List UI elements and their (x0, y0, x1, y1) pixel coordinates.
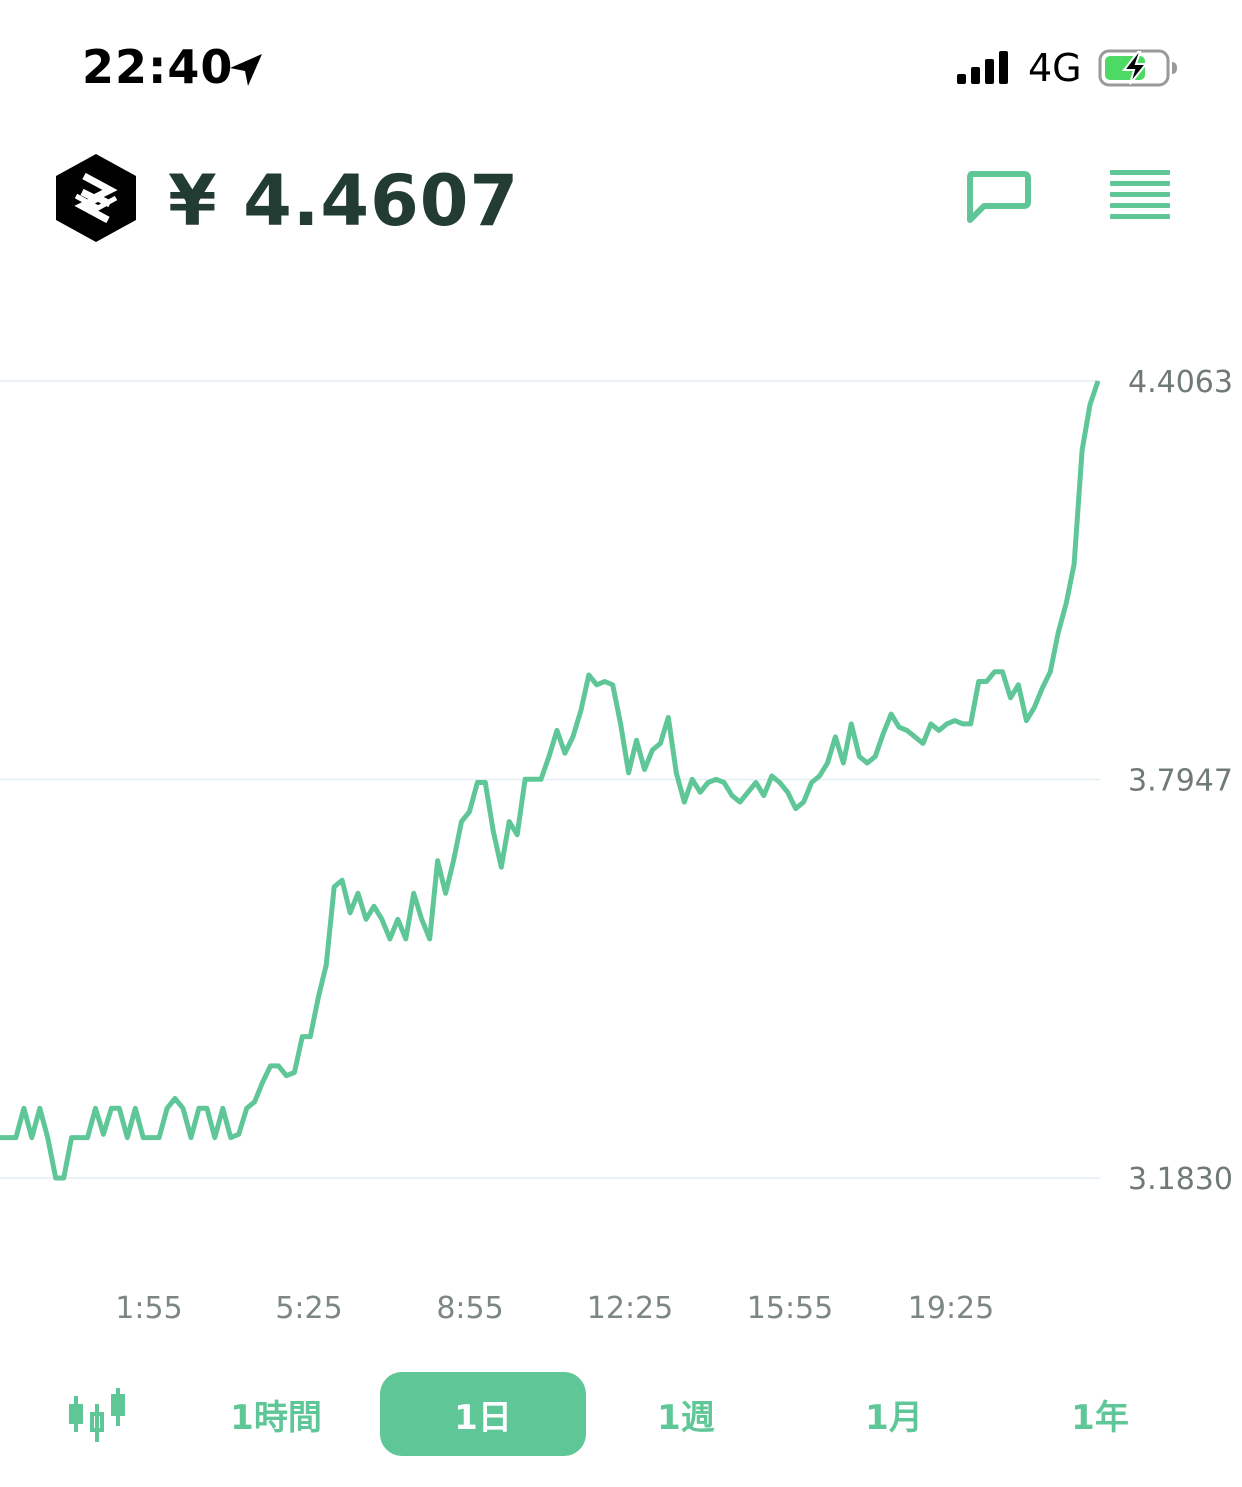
x-tick-label: 12:25 (587, 1291, 673, 1326)
range-option-0[interactable]: 1時間 (230, 1397, 322, 1438)
range-option-2[interactable]: 1週 (657, 1397, 715, 1438)
y-tick-label: 4.4063 (1128, 365, 1233, 400)
price-chart-svg: 4.4063 3.7947 3.1830 1:55 5:25 8:55 12:25 15:55… (0, 365, 1233, 1326)
price-series-line (0, 380, 1101, 1181)
price-chart[interactable]: 4.4063 3.7947 3.1830 1:55 5:25 8:55 12:25 15:55… (0, 300, 1242, 1350)
x-tick-label: 19:25 (908, 1291, 994, 1326)
signal-bars-icon (957, 51, 1008, 84)
x-tick-label: 8:55 (436, 1291, 503, 1326)
status-time: 22:40 (82, 40, 234, 94)
range-option-1[interactable]: 1日 (380, 1372, 586, 1456)
x-tick-label: 5:25 (275, 1291, 342, 1326)
x-tick-label: 1:55 (115, 1291, 182, 1326)
y-tick-label: 3.7947 (1128, 763, 1233, 798)
battery-charging-icon (1098, 49, 1177, 87)
status-bar: 22:40 4G (0, 0, 1242, 120)
y-tick-label: 3.1830 (1128, 1162, 1233, 1197)
x-tick-label: 15:55 (747, 1291, 833, 1326)
network-type: 4G (1028, 46, 1082, 90)
range-selector: 1時間 1日 1週 1月 1年 (0, 1370, 1242, 1460)
range-option-3[interactable]: 1月 (865, 1397, 923, 1438)
current-price: ¥ 4.4607 (168, 160, 520, 242)
iost-logo-icon (56, 154, 136, 242)
location-arrow-icon (230, 54, 262, 86)
menu-lines-icon[interactable] (1108, 168, 1172, 228)
candlestick-icon[interactable] (62, 1384, 132, 1444)
header: ¥ 4.4607 (0, 130, 1242, 270)
chat-bubble-icon[interactable] (962, 168, 1034, 232)
range-option-4[interactable]: 1年 (1071, 1397, 1129, 1438)
